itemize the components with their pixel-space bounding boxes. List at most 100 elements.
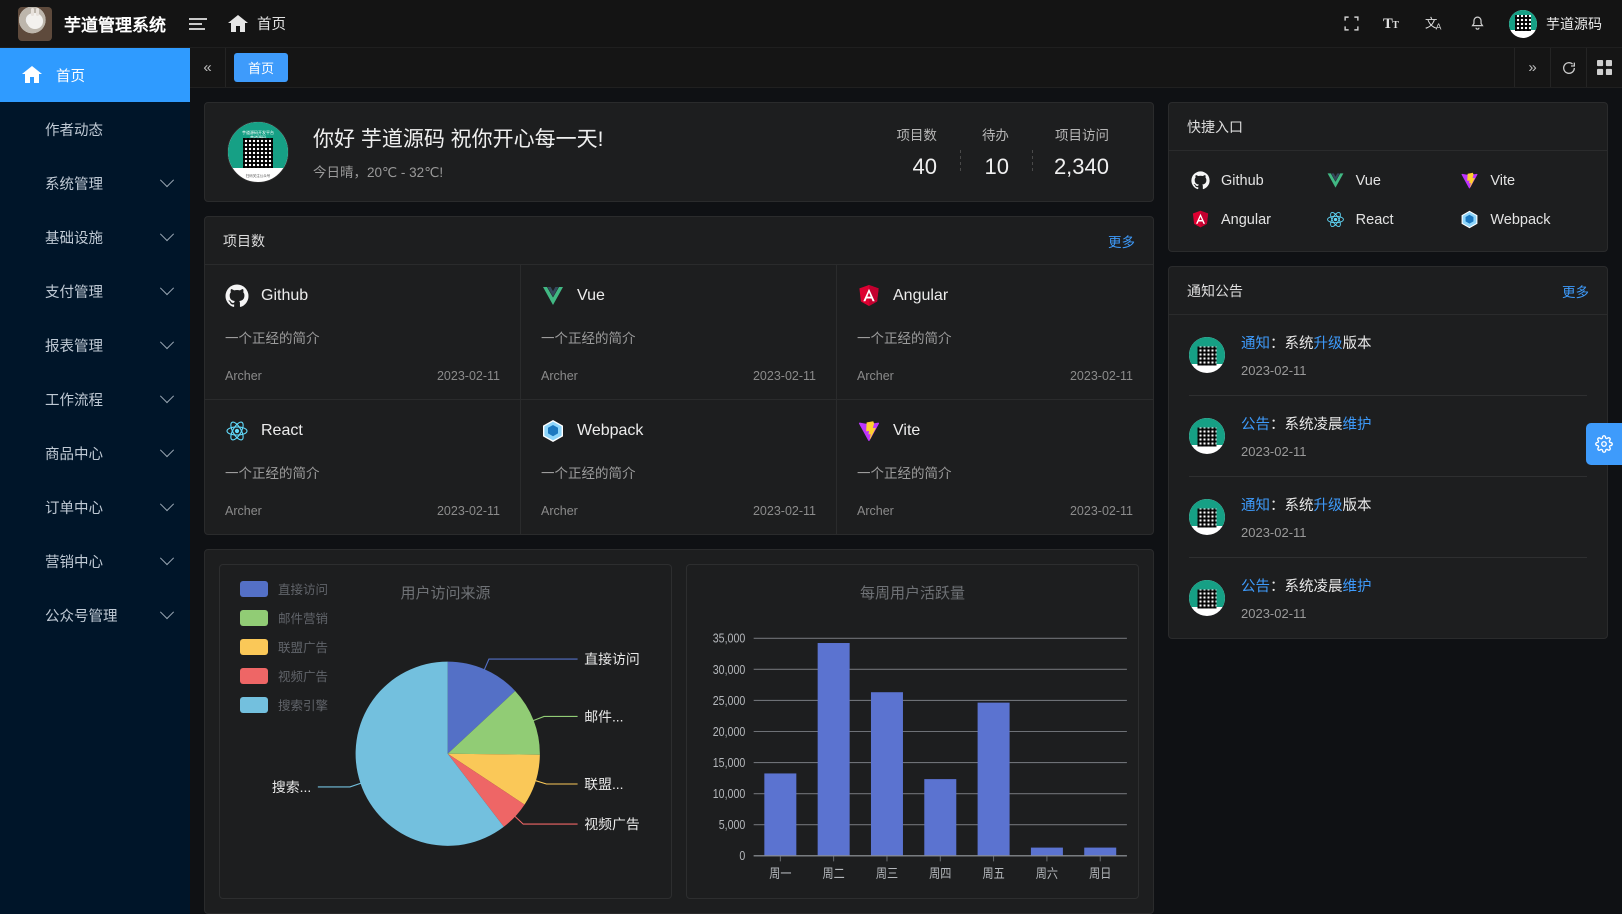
sidebar-item-label: 公众号管理 — [45, 608, 118, 625]
stat-label: 待办 — [981, 128, 1009, 143]
project-card-vite[interactable]: Vite 一个正经的简介 Archer 2023-02-11 — [837, 400, 1153, 534]
notice-item[interactable]: 公告：系统凌晨维护 2023-02-11 — [1189, 558, 1587, 638]
pie-slice[interactable] — [447, 753, 525, 827]
double-chevron-left-icon[interactable]: « — [190, 48, 226, 87]
projects-more-link[interactable]: 更多 — [1108, 234, 1135, 250]
hamburger-icon[interactable] — [178, 0, 218, 48]
project-card-webpack[interactable]: Webpack 一个正经的简介 Archer 2023-02-11 — [521, 400, 837, 534]
project-desc: 一个正经的简介 — [857, 466, 952, 481]
pie-legend: 直接访问 邮件营销 联盟广告 — [240, 579, 328, 724]
bar[interactable] — [977, 702, 1010, 856]
pie-slice[interactable] — [447, 753, 540, 805]
legend-item[interactable]: 视频广告 — [240, 666, 328, 685]
legend-item[interactable]: 搜索引擎 — [240, 695, 328, 714]
notice-highlight: 维护 — [1342, 579, 1372, 595]
brand[interactable]: 芋道管理系统 — [0, 6, 178, 41]
quick-item-vite[interactable]: Vite — [1460, 171, 1585, 190]
legend-item[interactable]: 邮件营销 — [240, 608, 328, 627]
sidebar-item-product[interactable]: 商品中心 — [0, 426, 190, 480]
font-size-icon[interactable]: T T — [1373, 0, 1413, 48]
notice-date: 2023-02-11 — [1241, 444, 1307, 459]
bar[interactable] — [924, 779, 957, 856]
translate-icon[interactable]: 文 A — [1415, 0, 1455, 48]
breadcrumb-item-home[interactable]: 首页 — [257, 17, 286, 33]
x-axis-tick-label: 周日 — [1089, 866, 1111, 881]
pie-chart[interactable]: 用户访问来源 直接访问 邮件营销 — [219, 564, 672, 899]
user-name: 芋道源码 — [1546, 15, 1602, 32]
right-column: 快捷入口 Github — [1168, 102, 1608, 914]
notices-more-link[interactable]: 更多 — [1562, 284, 1589, 300]
tab-home[interactable]: 首页 — [234, 53, 289, 82]
quick-item-webpack[interactable]: Webpack — [1460, 210, 1585, 229]
project-author: Archer — [225, 369, 262, 383]
bar[interactable] — [870, 692, 903, 856]
breadcrumb: 首页 — [226, 12, 286, 36]
settings-fab[interactable] — [1586, 423, 1622, 465]
notice-tag: 公告 — [1241, 579, 1270, 595]
notice-title: 公告：系统凌晨维护 — [1241, 413, 1372, 434]
github-icon — [225, 284, 249, 307]
sidebar-item-mp[interactable]: 公众号管理 — [0, 588, 190, 642]
sidebar-item-author-news[interactable]: 作者动态 — [0, 102, 190, 156]
project-card-vue[interactable]: Vue 一个正经的简介 Archer 2023-02-11 — [521, 265, 837, 400]
pie-leader-line — [513, 814, 578, 825]
quick-item-vue[interactable]: Vue — [1326, 171, 1451, 190]
sidebar-item-pay[interactable]: 支付管理 — [0, 264, 190, 318]
content-area: 芋道源码开发平台芋道源码微信号 扫码关注公众号 你好 芋道源码 祝你开心每一天!… — [190, 88, 1622, 914]
bar[interactable] — [1030, 847, 1063, 856]
sidebar-item-home[interactable]: 首页 — [0, 48, 190, 102]
notice-item[interactable]: 公告：系统凌晨维护 2023-02-11 — [1189, 396, 1587, 477]
notices-header: 通知公告 更多 — [1169, 267, 1607, 315]
project-author: Archer — [857, 369, 894, 383]
pie-chart-canvas: 直接访问邮件...联盟...视频广告搜索... — [272, 651, 640, 846]
home-icon — [228, 14, 248, 32]
project-name: React — [261, 422, 303, 439]
sidebar-item-label: 报表管理 — [45, 338, 103, 355]
sidebar-item-marketing[interactable]: 营销中心 — [0, 534, 190, 588]
bar[interactable] — [817, 643, 850, 856]
brand-title: 芋道管理系统 — [64, 16, 166, 35]
react-icon — [226, 421, 248, 441]
refresh-icon[interactable] — [1550, 48, 1586, 87]
project-date: 2023-02-11 — [752, 504, 816, 518]
chevron-down-icon — [159, 551, 175, 566]
double-chevron-right-icon[interactable]: » — [1514, 48, 1550, 87]
quick-item-angular[interactable]: Angular — [1191, 210, 1316, 229]
pie-slice[interactable] — [355, 661, 504, 846]
legend-item[interactable]: 联盟广告 — [240, 637, 328, 656]
quick-item-react[interactable]: React — [1326, 210, 1451, 229]
legend-item[interactable]: 直接访问 — [240, 579, 328, 598]
legend-label: 邮件营销 — [278, 612, 329, 626]
sidebar-item-order[interactable]: 订单中心 — [0, 480, 190, 534]
sidebar-item-system[interactable]: 系统管理 — [0, 156, 190, 210]
y-axis-tick-label: 5,000 — [719, 818, 746, 832]
project-name: Vue — [577, 287, 605, 304]
sidebar-item-label: 支付管理 — [45, 284, 103, 301]
pie-slice[interactable] — [447, 690, 540, 755]
sidebar-item-workflow[interactable]: 工作流程 — [0, 372, 190, 426]
stat-value: 2,340 — [1053, 154, 1109, 179]
sidebar-item-report[interactable]: 报表管理 — [0, 318, 190, 372]
user-menu[interactable]: 芋道源码 — [1499, 9, 1608, 38]
sidebar-item-label: 商品中心 — [45, 446, 103, 463]
bar-chart[interactable]: 每周用户活跃量 0 5,000 10,000 15,000 20,000 25,000 30… — [686, 564, 1139, 899]
quick-item-github[interactable]: Github — [1191, 171, 1316, 190]
pie-slice-label: 直接访问 — [584, 651, 639, 667]
project-card-angular[interactable]: Angular 一个正经的简介 Archer 2023-02-11 — [837, 265, 1153, 400]
bar[interactable] — [764, 773, 797, 856]
notice-item[interactable]: 通知：系统升级版本 2023-02-11 — [1189, 477, 1587, 558]
stats-group: 项目数 40 待办 10 项目访问 2,340 — [873, 124, 1131, 180]
project-card-github[interactable]: Github 一个正经的简介 Archer 2023-02-11 — [205, 265, 521, 400]
pie-slice[interactable] — [447, 661, 516, 754]
fullscreen-icon[interactable] — [1331, 0, 1371, 48]
bar[interactable] — [1084, 847, 1117, 856]
project-desc: 一个正经的简介 — [541, 466, 636, 481]
project-card-react[interactable]: React 一个正经的简介 Archer 2023-02-11 — [205, 400, 521, 534]
chevron-down-icon — [159, 497, 175, 512]
grid-icon[interactable] — [1586, 48, 1622, 87]
sidebar-item-infra[interactable]: 基础设施 — [0, 210, 190, 264]
bell-icon[interactable] — [1457, 0, 1497, 48]
sidebar-item-label: 作者动态 — [45, 122, 103, 139]
notice-item[interactable]: 通知：系统升级版本 2023-02-11 — [1189, 315, 1587, 396]
